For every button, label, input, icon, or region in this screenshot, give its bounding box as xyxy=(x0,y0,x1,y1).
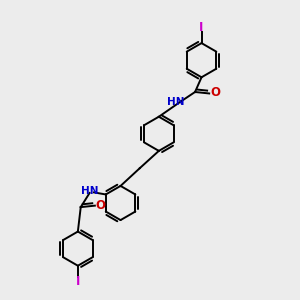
Text: HN: HN xyxy=(167,97,185,107)
Text: O: O xyxy=(210,86,220,99)
Text: I: I xyxy=(199,21,204,34)
Text: O: O xyxy=(96,199,106,212)
Text: I: I xyxy=(76,274,80,287)
Text: HN: HN xyxy=(81,186,98,196)
